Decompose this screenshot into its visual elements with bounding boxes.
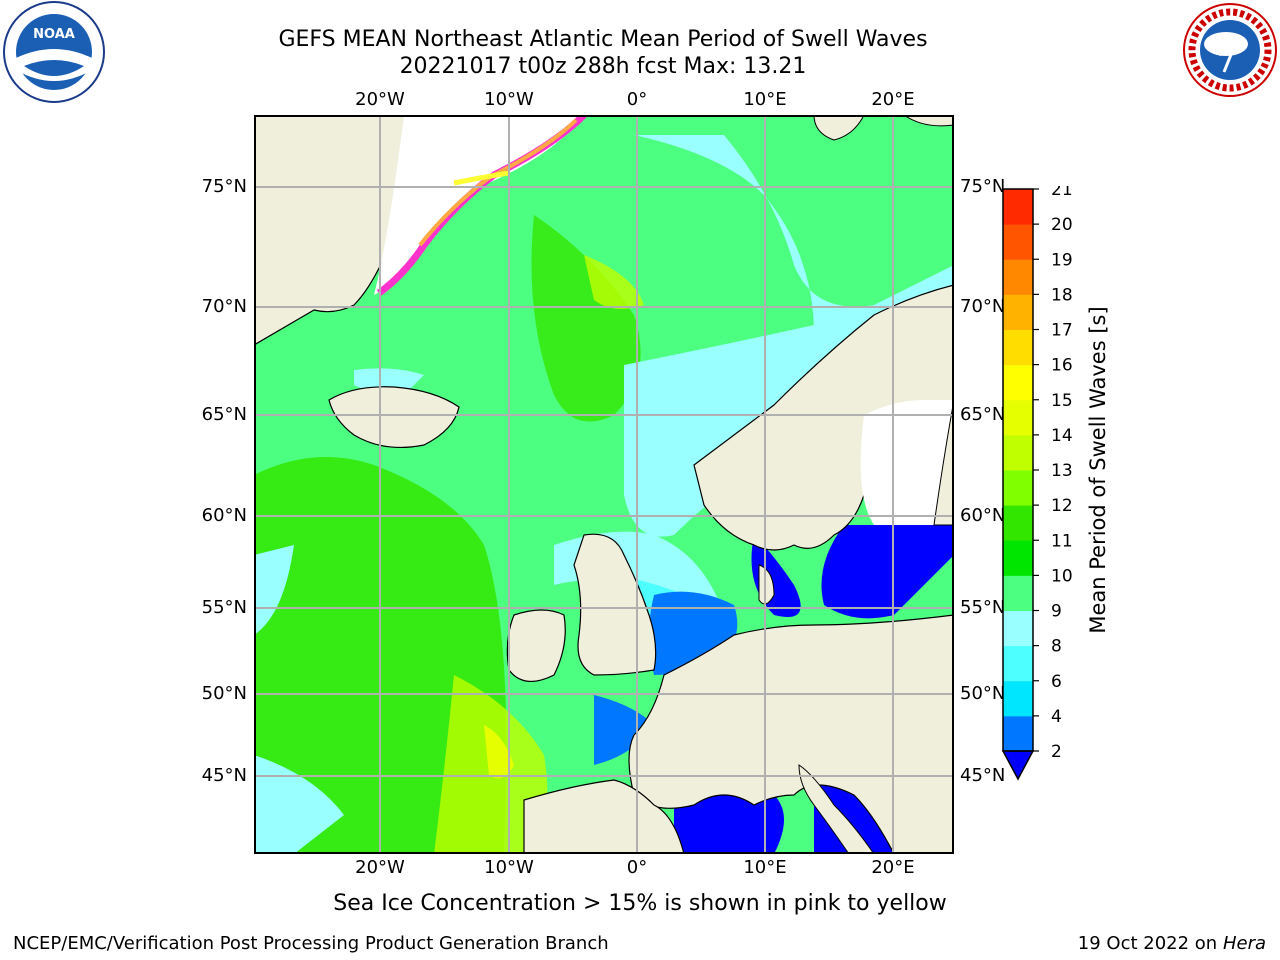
colorbar-tick-label: 11 xyxy=(1051,531,1073,551)
svalbard xyxy=(813,115,865,141)
colorbar-tick-label: 18 xyxy=(1051,285,1073,305)
lon-label-top: 20°W xyxy=(355,89,405,110)
field-patch-green-north xyxy=(531,215,641,422)
field-baltic xyxy=(821,525,954,619)
lon-label-bottom: 20°W xyxy=(355,857,405,878)
colorbar-tick-label: 14 xyxy=(1051,426,1073,446)
colorbar-segment xyxy=(1003,399,1033,436)
colorbar-segment xyxy=(1003,470,1033,506)
colorbar-tick-label: 15 xyxy=(1051,391,1073,411)
lat-label-right: 55°N xyxy=(960,597,1006,618)
colorbar-segment xyxy=(1003,575,1033,611)
colorbar-tick-label: 2 xyxy=(1051,742,1062,762)
field-patch-yg-north xyxy=(584,255,644,309)
ireland xyxy=(506,609,566,682)
colorbar-tick-label: 6 xyxy=(1051,672,1062,692)
chart-subtitle: 20221017 t00z 288h fcst Max: 13.21 xyxy=(399,54,807,79)
colorbar-segment xyxy=(1003,434,1033,471)
colorbar-tick-label: 16 xyxy=(1051,356,1073,376)
lon-label-top: 10°W xyxy=(484,89,534,110)
map-frame xyxy=(254,115,954,854)
lat-label-left: 55°N xyxy=(201,597,247,618)
lat-label-right: 75°N xyxy=(960,176,1006,197)
colorbar-tick-label: 4 xyxy=(1051,707,1062,727)
field-mediterranean-central xyxy=(814,775,894,854)
italy xyxy=(798,764,875,854)
noaa-logo: NOAA xyxy=(3,1,105,103)
ice-free-white xyxy=(374,115,584,295)
field-patch-cyan-sw xyxy=(254,755,344,854)
lon-label-bottom: 10°W xyxy=(484,857,534,878)
lat-label-right: 45°N xyxy=(960,765,1006,786)
colorbar-extend-arrow xyxy=(1001,750,1035,781)
lat-label-right: 65°N xyxy=(960,404,1006,425)
footer-machine: Hera xyxy=(1222,933,1266,954)
lat-label-right: 60°N xyxy=(960,505,1006,526)
colorbar-segment xyxy=(1003,189,1033,225)
colorbar-tick-label: 12 xyxy=(1051,496,1073,516)
colorbar-tick-label: 19 xyxy=(1051,250,1073,270)
colorbar-segment xyxy=(1003,259,1033,295)
colorbar-segment xyxy=(1003,645,1033,682)
colorbar-segment xyxy=(1003,294,1033,330)
colorbar-tick-label: 9 xyxy=(1051,602,1062,622)
lat-label-right: 70°N xyxy=(960,296,1006,317)
colorbar: 2 4 6 8 9 10 11 12 13 14 15 16 17 18 19 20 21 xyxy=(1001,186,1073,781)
lon-label-top: 0° xyxy=(626,89,648,110)
colorbar-segment xyxy=(1003,505,1033,541)
noaa-logo-text: NOAA xyxy=(33,27,75,42)
lat-label-left: 65°N xyxy=(201,404,247,425)
colorbar-tick-label: 10 xyxy=(1051,566,1073,586)
colorbar-segment xyxy=(1003,610,1033,647)
field-blue-biscay xyxy=(594,695,654,765)
lat-label-left: 70°N xyxy=(201,296,247,317)
colorbar-segment xyxy=(1003,680,1033,717)
footer-date-text: 19 Oct 2022 on xyxy=(1077,933,1218,954)
colorbar-segment xyxy=(1003,715,1033,752)
lon-label-top: 10°E xyxy=(743,89,787,110)
svalbard-east xyxy=(903,115,954,127)
colorbar-tick-label: 20 xyxy=(1051,215,1073,235)
iberia xyxy=(523,779,685,854)
lat-label-left: 50°N xyxy=(201,683,247,704)
lon-label-top: 20°E xyxy=(871,89,915,110)
iceland xyxy=(328,386,460,449)
footer-date: 19 Oct 2022 on Hera xyxy=(1078,933,1266,954)
field-patch-yellow xyxy=(484,725,514,779)
colorbar-tick-label: 17 xyxy=(1051,321,1073,341)
lon-label-bottom: 10°E xyxy=(743,857,787,878)
colorbar-segment xyxy=(1003,540,1033,576)
field-patch-cyan-west xyxy=(254,545,294,635)
lon-label-bottom: 0° xyxy=(626,857,648,878)
colorbar-label: Mean Period of Swell Waves [s] xyxy=(1086,306,1110,634)
swell-period-map xyxy=(254,115,954,854)
nws-logo xyxy=(1183,3,1277,97)
colorbar-tick-label: 21 xyxy=(1051,186,1073,200)
colorbar-tick-label: 8 xyxy=(1051,637,1062,657)
footer-credit: NCEP/EMC/Verification Post Processing Pr… xyxy=(13,933,609,954)
sea-ice-edge-yellow xyxy=(453,170,510,186)
colorbar-segment xyxy=(1003,224,1033,260)
lat-label-left: 45°N xyxy=(201,765,247,786)
sea-ice-note: Sea Ice Concentration > 15% is shown in … xyxy=(333,891,947,916)
denmark xyxy=(758,564,775,605)
colorbar-segment xyxy=(1003,364,1033,401)
lat-label-right: 50°N xyxy=(960,683,1006,704)
colorbar-segment xyxy=(1003,329,1033,366)
colorbar-tick-label: 13 xyxy=(1051,461,1073,481)
lat-label-left: 75°N xyxy=(201,176,247,197)
lat-label-left: 60°N xyxy=(201,505,247,526)
field-mediterranean-west xyxy=(674,790,784,854)
gulf-of-bothnia-white xyxy=(860,400,954,525)
great-britain xyxy=(573,533,657,676)
lon-label-bottom: 20°E xyxy=(871,857,915,878)
chart-title: GEFS MEAN Northeast Atlantic Mean Period… xyxy=(278,27,928,52)
graticule xyxy=(254,115,954,854)
